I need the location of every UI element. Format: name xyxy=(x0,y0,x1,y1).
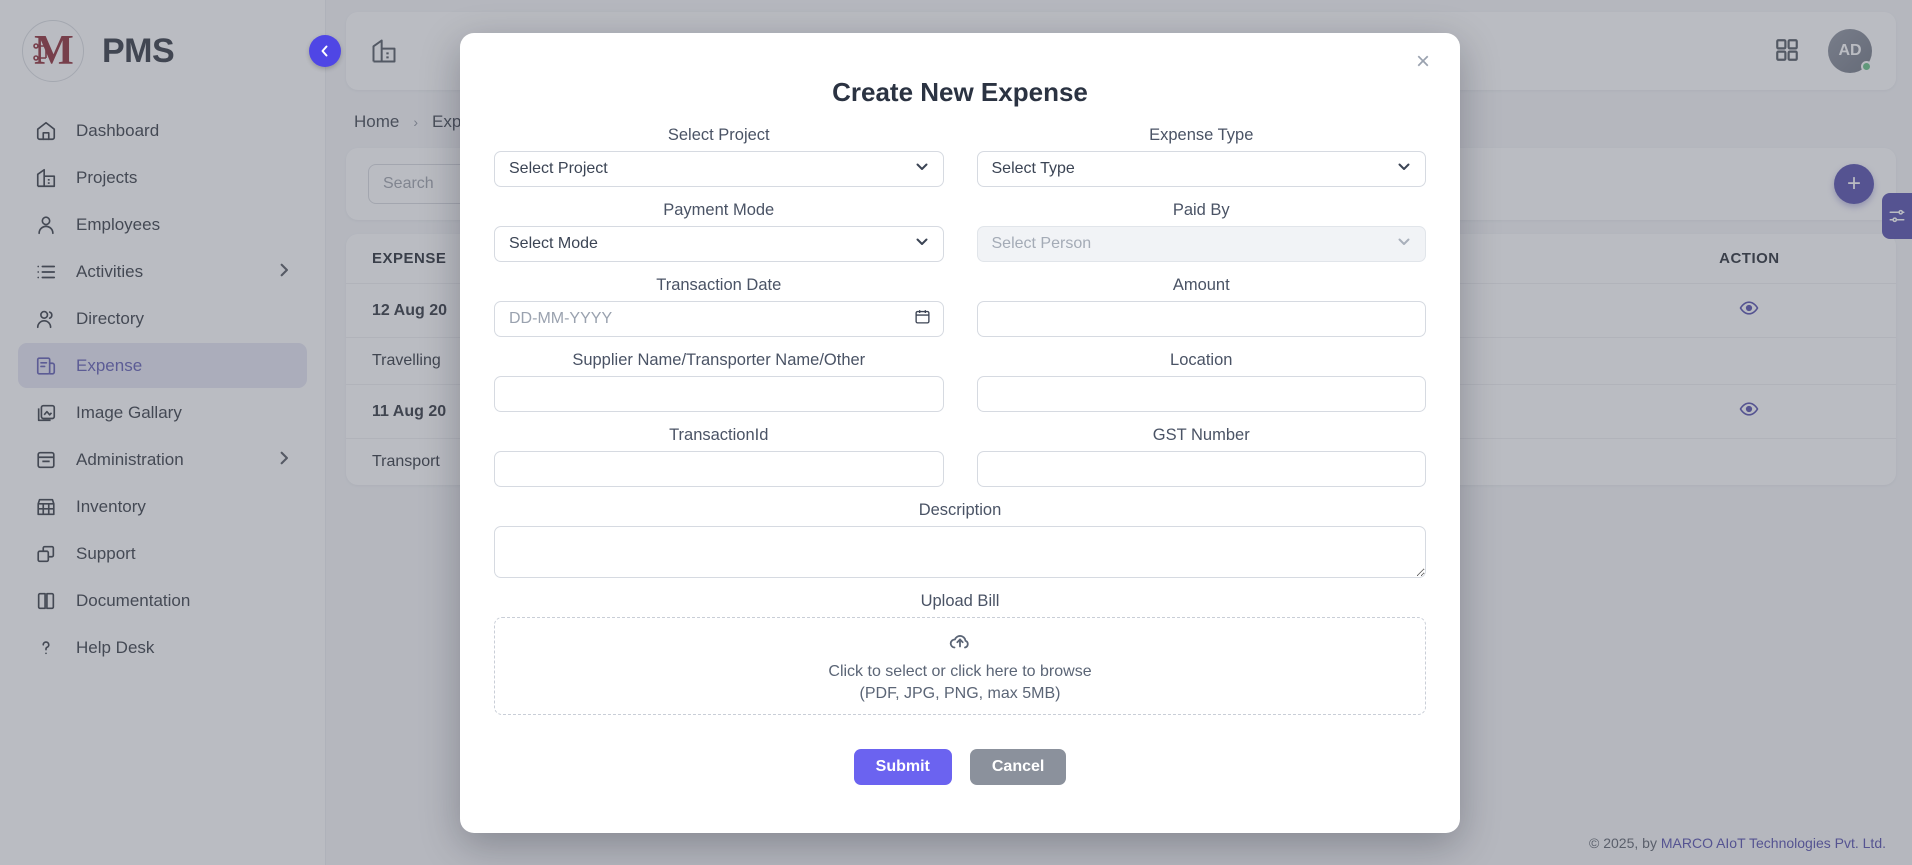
gst-number-input[interactable] xyxy=(976,451,1426,487)
label-payment-mode: Payment Mode xyxy=(663,201,775,219)
field-transaction-id: TransactionId xyxy=(494,420,944,487)
label-select-project: Select Project xyxy=(667,126,770,144)
create-expense-modal: × Create New Expense Select Project Sele… xyxy=(460,33,1460,833)
field-gst-number: GST Number xyxy=(976,420,1426,487)
label-upload-bill: Upload Bill xyxy=(920,592,1000,610)
label-description: Description xyxy=(918,501,1002,519)
amount-input[interactable] xyxy=(976,301,1426,337)
submit-button[interactable]: Submit xyxy=(853,749,952,785)
upload-hint-primary: Click to select or click here to browse xyxy=(828,662,1092,680)
modal-title: Create New Expense xyxy=(832,77,1088,107)
label-supplier: Supplier Name/Transporter Name/Other xyxy=(572,351,866,369)
field-select-project: Select Project Select Project xyxy=(494,120,944,187)
paid-by-value: Select Person xyxy=(991,235,1092,252)
expense-type-dropdown[interactable]: Select Type xyxy=(976,151,1426,187)
calendar-icon[interactable] xyxy=(914,308,931,330)
select-project-dropdown[interactable]: Select Project xyxy=(494,151,944,187)
transaction-date-input[interactable]: DD-MM-YYYY xyxy=(494,301,944,337)
description-textarea[interactable] xyxy=(494,526,1426,578)
label-expense-type: Expense Type xyxy=(1149,126,1254,144)
upload-bill-dropzone[interactable]: Click to select or click here to browse … xyxy=(494,617,1426,715)
field-upload-bill: Upload Bill Click to select or click her… xyxy=(494,586,1426,715)
location-input[interactable] xyxy=(976,376,1426,412)
expense-form: Select Project Select Project Expense Ty… xyxy=(494,120,1426,723)
field-transaction-date: Transaction Date DD-MM-YYYY xyxy=(494,270,944,337)
transaction-id-input[interactable] xyxy=(494,451,944,487)
field-amount: Amount xyxy=(976,270,1426,337)
select-project-value: Select Project xyxy=(509,160,608,177)
chevron-down-icon xyxy=(914,159,930,180)
paid-by-dropdown[interactable]: Select Person xyxy=(976,226,1426,262)
supplier-input[interactable] xyxy=(494,376,944,412)
field-expense-type: Expense Type Select Type xyxy=(976,120,1426,187)
label-paid-by: Paid By xyxy=(1172,201,1230,219)
field-paid-by: Paid By Select Person xyxy=(976,195,1426,262)
upload-hint-secondary: (PDF, JPG, PNG, max 5MB) xyxy=(859,684,1061,702)
chevron-left-icon xyxy=(321,45,328,57)
payment-mode-dropdown[interactable]: Select Mode xyxy=(494,226,944,262)
expense-type-value: Select Type xyxy=(991,160,1075,177)
label-location: Location xyxy=(1170,351,1233,369)
cancel-button[interactable]: Cancel xyxy=(969,749,1067,785)
chevron-down-icon xyxy=(1396,159,1412,180)
transaction-date-placeholder: DD-MM-YYYY xyxy=(509,310,613,327)
close-icon[interactable]: × xyxy=(1408,47,1438,77)
label-gst-number: GST Number xyxy=(1152,426,1250,444)
field-supplier: Supplier Name/Transporter Name/Other xyxy=(494,345,944,412)
label-transaction-date: Transaction Date xyxy=(656,276,782,294)
label-transaction-id: TransactionId xyxy=(669,426,769,444)
payment-mode-value: Select Mode xyxy=(509,235,598,252)
cloud-upload-icon xyxy=(948,630,972,659)
modal-actions: Submit Cancel xyxy=(494,749,1426,785)
field-location: Location xyxy=(976,345,1426,412)
field-description: Description xyxy=(494,495,1426,578)
field-payment-mode: Payment Mode Select Mode xyxy=(494,195,944,262)
chevron-down-icon xyxy=(914,234,930,255)
chevron-down-icon xyxy=(1396,234,1412,255)
sidebar-collapse-button[interactable] xyxy=(309,35,341,67)
label-amount: Amount xyxy=(1172,276,1230,294)
